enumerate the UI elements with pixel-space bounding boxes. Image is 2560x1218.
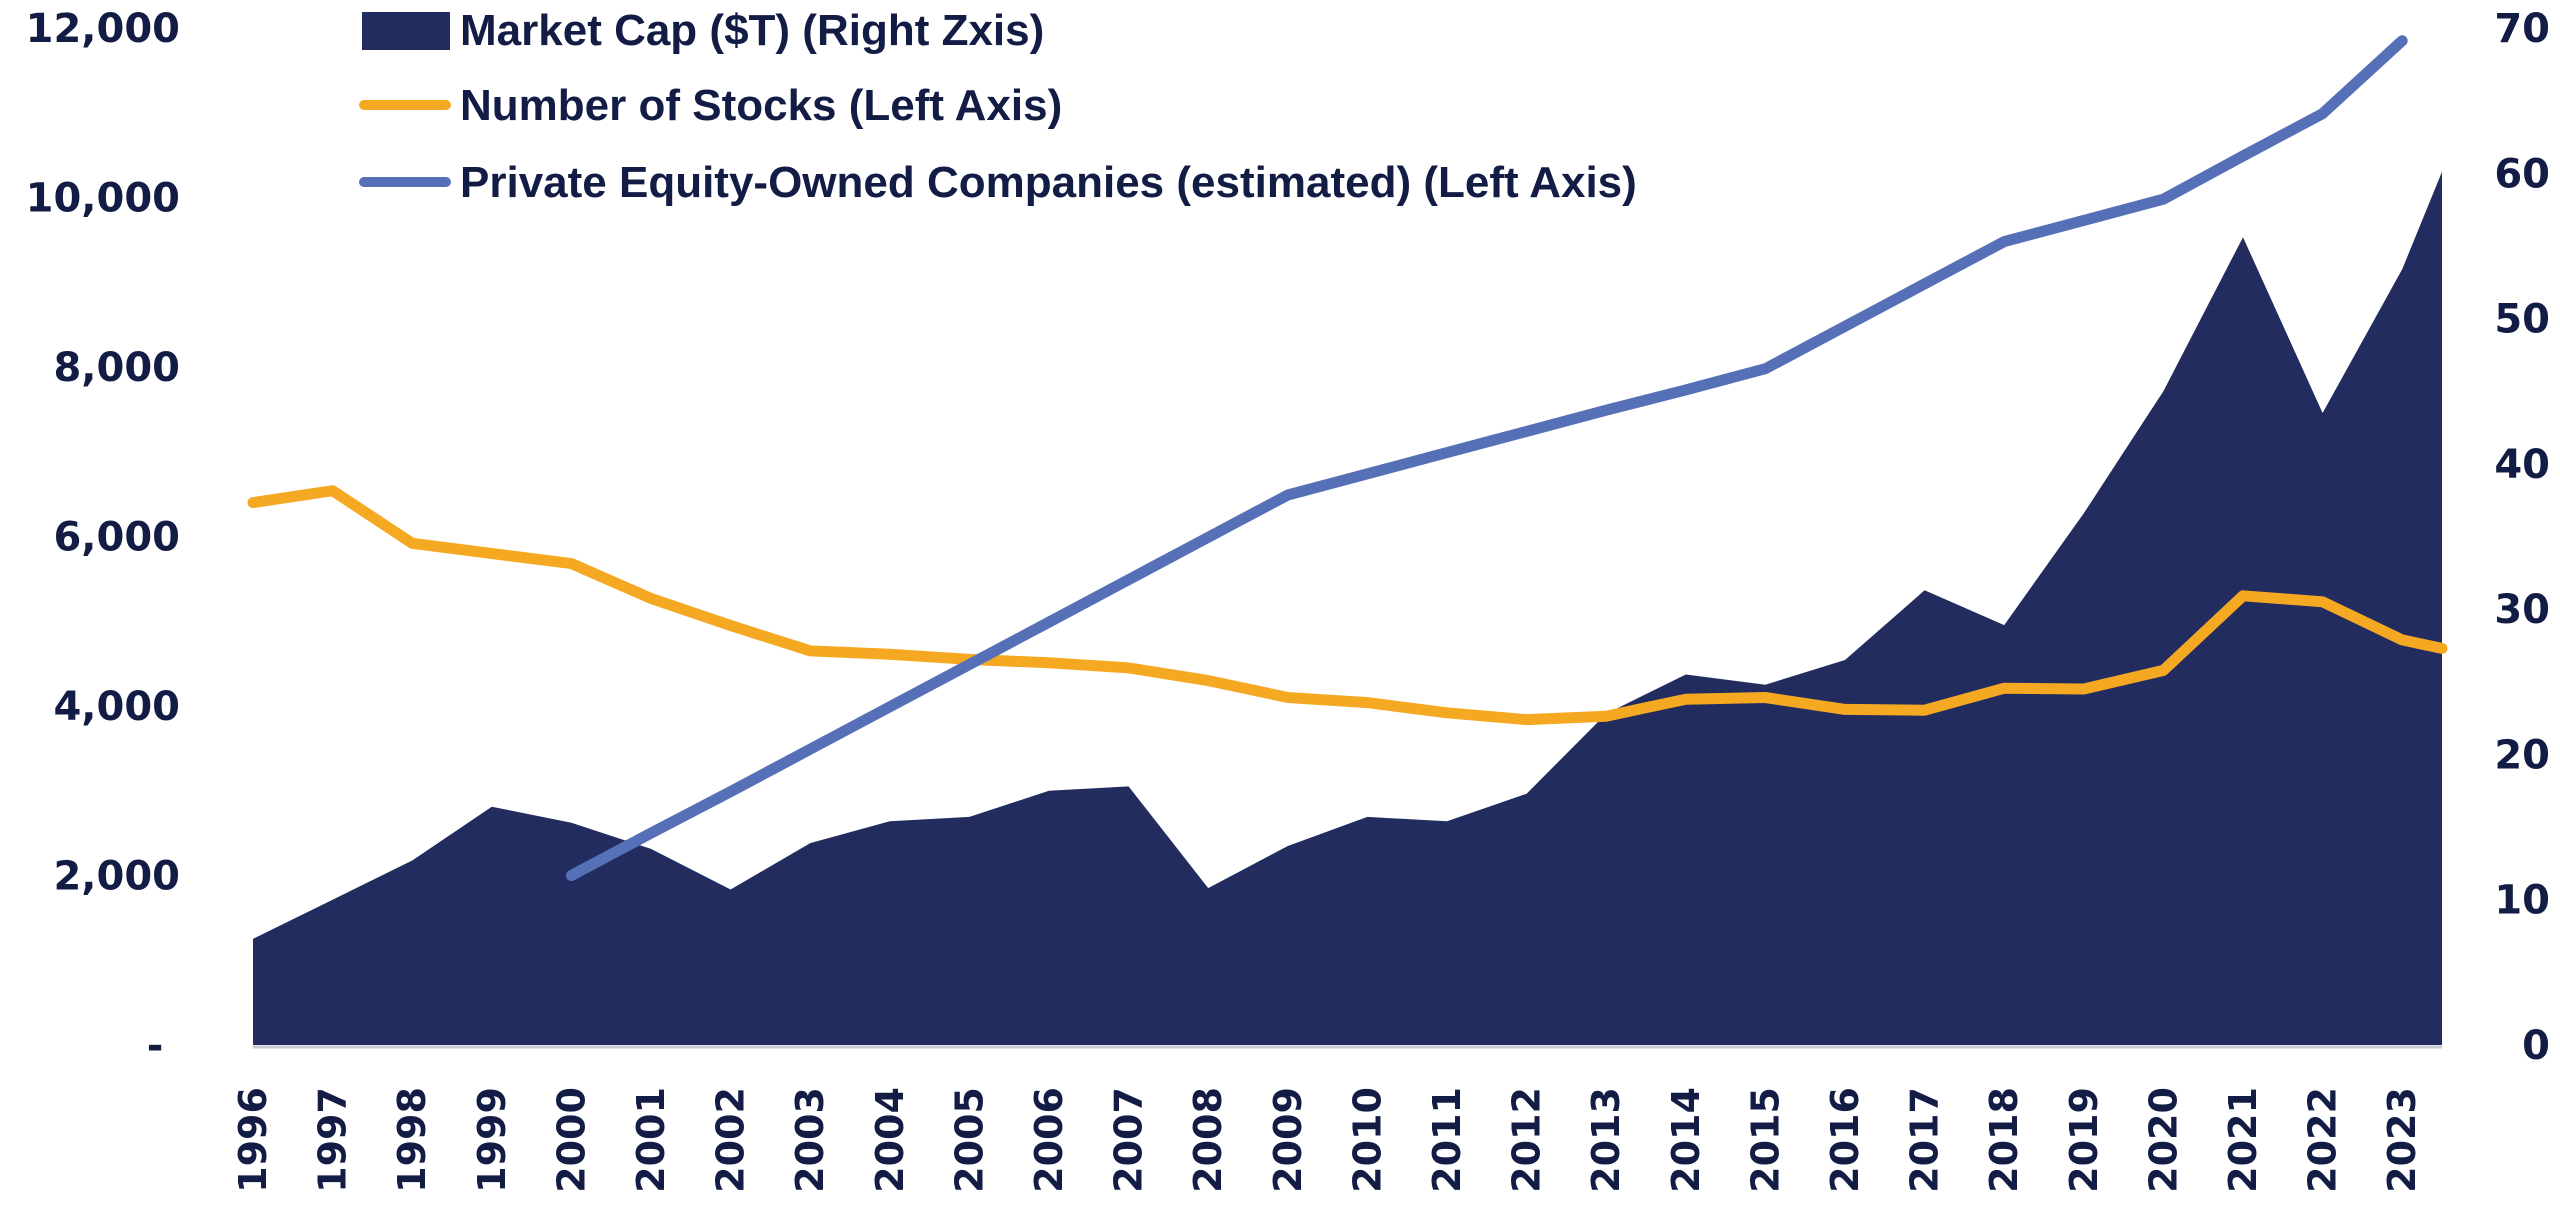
x-axis-tick-label: 2006: [1027, 1087, 1071, 1193]
right-axis-tick-label: 20: [2494, 732, 2550, 778]
left-axis-tick-label: 12,000: [26, 6, 180, 52]
plot-area: [247, 35, 2448, 1049]
x-axis-tick-label: 2012: [1505, 1087, 1549, 1193]
x-axis-tick-label: 2000: [549, 1087, 593, 1193]
left-axis-tick-label: 8,000: [53, 345, 180, 391]
right-axis-tick-label: 30: [2494, 587, 2550, 633]
left-axis-tick-label: 6,000: [53, 515, 180, 561]
x-axis-tick-label: 2016: [1823, 1087, 1867, 1193]
legend-item-private-equity[interactable]: Private Equity-Owned Companies (estimate…: [359, 158, 1637, 207]
left-axis-tick-label: 10,000: [26, 176, 180, 222]
x-axis-tick-label: 2019: [2062, 1087, 2106, 1193]
x-axis-tick-label: 2004: [868, 1087, 912, 1193]
line-number-of-stocks: [247, 485, 2448, 726]
right-axis-tick-label: 40: [2494, 442, 2550, 488]
x-axis-tick-label: 2002: [709, 1087, 753, 1193]
x-axis-tick-label: 1998: [390, 1087, 434, 1193]
left-axis-tick-label: 4,000: [53, 684, 180, 730]
x-axis-tick-label: 1996: [231, 1087, 275, 1193]
left-axis: - 2,000 4,000 6,000 8,000 10,000 12,000: [26, 6, 180, 1069]
legend-label-private-equity: Private Equity-Owned Companies (estimate…: [460, 158, 1637, 207]
x-axis-tick-label: 2020: [2141, 1087, 2185, 1193]
x-axis-tick-label: 2010: [1345, 1087, 1389, 1193]
x-axis-tick-label: 2023: [2380, 1087, 2424, 1193]
x-axis-tick-label: 2017: [1903, 1087, 1947, 1193]
legend-item-market-cap[interactable]: Market Cap ($T) (Right Zxis): [362, 6, 1044, 55]
x-axis-tick-label: 2008: [1186, 1087, 1230, 1193]
x-axis-tick-label: 2007: [1107, 1087, 1151, 1193]
x-axis-tick-label: 2015: [1743, 1087, 1787, 1193]
right-axis-tick-label: 0: [2522, 1023, 2550, 1069]
right-axis-tick-label: 70: [2494, 6, 2550, 52]
right-axis: 0 10 20 30 40 50 60 70: [2494, 6, 2550, 1069]
x-axis-tick-label: 2022: [2301, 1087, 2345, 1193]
x-axis-tick-label: 2001: [629, 1087, 673, 1193]
area-market-cap: [253, 171, 2442, 1046]
x-axis-tick-label: 2013: [1584, 1087, 1628, 1193]
right-axis-tick-label: 50: [2494, 297, 2550, 343]
x-axis-tick-label: 2005: [947, 1087, 991, 1193]
right-axis-tick-label: 10: [2494, 878, 2550, 924]
x-axis-tick-label: 2018: [1982, 1087, 2026, 1193]
legend-label-number-of-stocks: Number of Stocks (Left Axis): [460, 81, 1062, 130]
x-axis-tick-label: 2009: [1266, 1087, 1310, 1193]
legend-label-market-cap: Market Cap ($T) (Right Zxis): [460, 6, 1044, 55]
x-axis-tick-label: 2011: [1425, 1087, 1469, 1193]
x-axis: 1996 1997 1998 1999 2000 2001 2002 2003 2004 2005…: [231, 1087, 2424, 1193]
x-axis-tick-label: 1997: [311, 1087, 355, 1193]
left-axis-tick-label: 2,000: [53, 854, 180, 900]
x-axis-tick-label: 2021: [2221, 1087, 2265, 1193]
left-axis-tick-label: -: [147, 1023, 164, 1069]
legend-item-number-of-stocks[interactable]: Number of Stocks (Left Axis): [359, 81, 1062, 130]
x-axis-tick-label: 2003: [788, 1087, 832, 1193]
legend: Market Cap ($T) (Right Zxis) Number of S…: [359, 6, 1637, 207]
right-axis-tick-label: 60: [2494, 151, 2550, 197]
line-private-equity: [565, 35, 2408, 881]
legend-swatch-market-cap: [362, 12, 450, 50]
x-axis-tick-label: 2014: [1664, 1087, 1708, 1193]
x-axis-tick-label: 1999: [470, 1087, 514, 1193]
